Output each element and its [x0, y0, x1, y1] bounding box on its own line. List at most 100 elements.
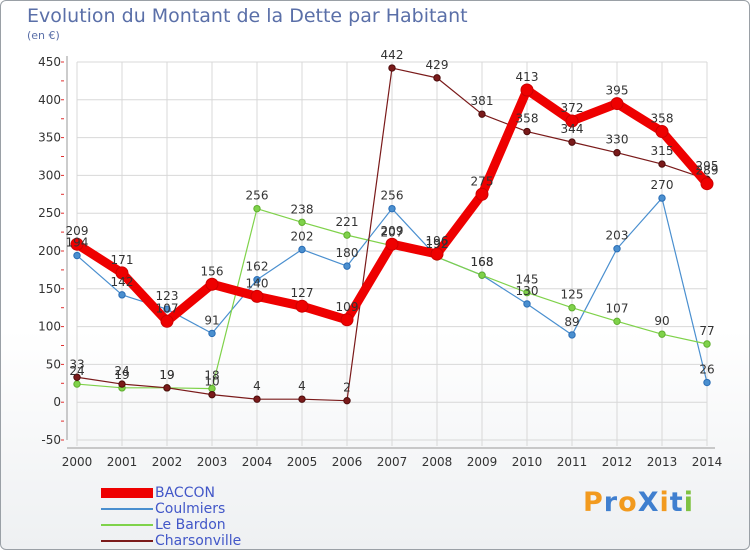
data-label-charsonville: 295: [696, 159, 719, 173]
y-tick-label: 350: [38, 131, 61, 145]
data-label-coulmiers: 202: [291, 229, 314, 243]
logo-letter: t: [669, 487, 684, 518]
data-point-charsonville: [523, 127, 531, 136]
data-point-le-bardon: [478, 271, 486, 279]
data-label-charsonville: 4: [253, 379, 261, 393]
data-point-charsonville: [118, 380, 126, 388]
data-point-charsonville: [613, 149, 621, 157]
x-tick-label: 2006: [332, 455, 363, 469]
y-tick-label: 300: [38, 168, 61, 182]
data-label-baccon: 358: [651, 112, 674, 126]
logo-letter: r: [603, 487, 619, 518]
chart-title: Evolution du Montant de la Dette par Hab…: [27, 5, 468, 27]
y-tick-label: 400: [38, 93, 61, 107]
data-label-baccon: 156: [201, 264, 224, 278]
data-point-coulmiers: [523, 300, 531, 308]
data-label-baccon: 289: [696, 164, 719, 178]
data-point-baccon: [520, 83, 534, 97]
logo-letter: o: [618, 487, 638, 518]
data-label-charsonville: 24: [114, 364, 129, 378]
data-point-le-bardon: [73, 380, 81, 388]
axis-layer: -50 0 50 100 150 200 250 300 350 400 450 2000 2001 20…: [38, 55, 722, 469]
x-tick-label: 2014: [692, 455, 723, 469]
data-label-coulmiers: 270: [651, 178, 674, 192]
x-tick-label: 2003: [197, 455, 228, 469]
y-tick-label: -50: [41, 433, 61, 447]
data-point-le-bardon: [658, 330, 666, 338]
data-point-charsonville: [253, 395, 261, 403]
data-label-baccon: 127: [291, 286, 314, 300]
data-label-coulmiers: 203: [606, 229, 629, 243]
y-tick-label: 50: [46, 357, 61, 371]
data-label-le-bardon: 19: [114, 368, 129, 382]
data-point-charsonville: [163, 384, 171, 392]
x-tick-label: 2007: [377, 455, 408, 469]
data-label-baccon: 107: [156, 301, 179, 315]
data-label-coulmiers: 91: [204, 313, 219, 327]
data-label-charsonville: 358: [516, 112, 539, 126]
data-point-coulmiers: [388, 204, 396, 213]
data-label-le-bardon: 145: [516, 273, 539, 287]
chart-subtitle: (en €): [27, 29, 60, 42]
data-point-baccon: [430, 247, 444, 261]
legend-swatch-le-bardon: [101, 524, 153, 526]
data-point-le-bardon: [703, 340, 711, 348]
data-point-baccon: [655, 125, 669, 139]
data-point-coulmiers: [703, 378, 711, 387]
legend-swatch-baccon: [101, 488, 153, 498]
legend-label-charsonville: Charsonville: [155, 533, 242, 549]
data-label-coulmiers: 256: [381, 189, 404, 203]
data-point-baccon: [475, 187, 489, 201]
data-label-charsonville: 10: [204, 375, 219, 389]
proxiti-logo: ProXiti: [583, 487, 694, 518]
data-label-coulmiers: 162: [246, 260, 269, 274]
data-label-charsonville: 442: [381, 48, 404, 62]
data-point-le-bardon: [613, 317, 621, 326]
data-point-charsonville: [343, 396, 351, 405]
data-point-baccon: [385, 237, 399, 251]
x-tick-label: 2004: [242, 455, 273, 469]
data-point-coulmiers: [613, 245, 621, 253]
data-point-le-bardon: [253, 204, 261, 213]
data-point-coulmiers: [343, 262, 351, 270]
data-label-baccon: 140: [246, 276, 269, 290]
data-point-baccon: [610, 97, 624, 111]
data-point-baccon: [340, 313, 354, 327]
data-label-baccon: 109: [336, 300, 359, 314]
logo-letter: P: [583, 487, 604, 518]
y-tick-label: 450: [38, 55, 61, 69]
legend-label-baccon: BACCON: [155, 485, 215, 501]
data-label-le-bardon: 24: [69, 364, 84, 378]
x-tick-label: 2010: [512, 455, 543, 469]
data-label-layer: 1941421239116220218025619216813089203270…: [66, 48, 719, 395]
data-point-coulmiers: [118, 291, 126, 299]
x-tick-label: 2001: [107, 455, 138, 469]
data-point-charsonville: [73, 373, 81, 381]
data-point-baccon: [205, 277, 219, 291]
x-tick-label: 2008: [422, 455, 453, 469]
x-tick-label: 2002: [152, 455, 183, 469]
data-label-coulmiers: 194: [66, 236, 89, 250]
data-label-le-bardon: 19: [159, 368, 174, 382]
data-label-coulmiers: 123: [156, 289, 179, 303]
data-point-coulmiers: [658, 194, 666, 202]
y-tick-label: 200: [38, 244, 61, 258]
data-label-le-bardon: 77: [699, 324, 714, 338]
data-label-coulmiers: 192: [426, 237, 449, 251]
data-point-le-bardon: [568, 304, 576, 312]
legend-label-coulmiers: Coulmiers: [155, 501, 226, 517]
data-point-le-bardon: [343, 231, 351, 239]
data-label-charsonville: 19: [159, 368, 174, 382]
x-tick-label: 2011: [557, 455, 588, 469]
data-label-coulmiers: 180: [336, 246, 359, 260]
data-point-charsonville: [388, 64, 396, 72]
data-label-le-bardon: 168: [471, 255, 494, 269]
data-label-le-bardon: 125: [561, 288, 584, 302]
data-point-baccon: [295, 299, 309, 313]
data-label-baccon: 171: [111, 253, 134, 267]
y-tick-label: 150: [38, 282, 61, 296]
data-label-le-bardon: 221: [336, 215, 359, 229]
data-label-coulmiers: 89: [564, 315, 579, 329]
